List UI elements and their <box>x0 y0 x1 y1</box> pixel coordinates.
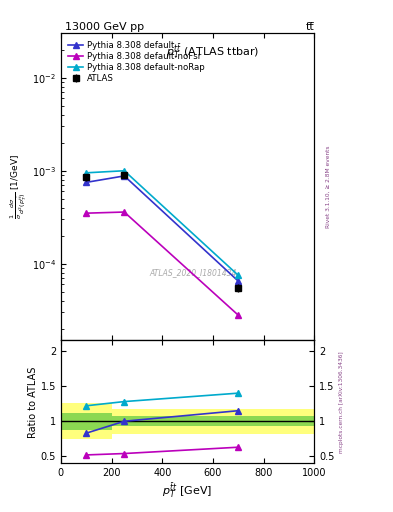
Y-axis label: Rivet 3.1.10, ≥ 2.8M events: Rivet 3.1.10, ≥ 2.8M events <box>326 145 331 228</box>
Pythia 8.308 default-noFsr <box>236 312 241 318</box>
Legend: Pythia 8.308 default, Pythia 8.308 default-noFsr, Pythia 8.308 default-noRap, AT: Pythia 8.308 default, Pythia 8.308 defau… <box>68 40 204 83</box>
Pythia 8.308 default-noFsr <box>122 209 127 215</box>
Y-axis label: $\frac{1}{\sigma}\frac{d\sigma}{d^{2}(p_T^{t\bar{t}})}$ [1/GeV]: $\frac{1}{\sigma}\frac{d\sigma}{d^{2}(p_… <box>9 154 29 220</box>
Pythia 8.308 default <box>84 179 89 185</box>
Pythia 8.308 default-noFsr <box>84 210 89 216</box>
Y-axis label: mcplots.cern.ch [arXiv:1306.3436]: mcplots.cern.ch [arXiv:1306.3436] <box>339 351 344 453</box>
Text: ATLAS_2020_I1801434: ATLAS_2020_I1801434 <box>149 268 237 278</box>
Pythia 8.308 default-noRap <box>84 170 89 176</box>
Text: 13000 GeV pp: 13000 GeV pp <box>65 22 144 32</box>
Pythia 8.308 default-noRap <box>122 167 127 174</box>
Y-axis label: Ratio to ATLAS: Ratio to ATLAS <box>28 366 38 438</box>
Line: Pythia 8.308 default-noRap: Pythia 8.308 default-noRap <box>83 167 242 279</box>
Text: tt̅: tt̅ <box>306 22 314 32</box>
Pythia 8.308 default <box>122 173 127 179</box>
Line: Pythia 8.308 default-noFsr: Pythia 8.308 default-noFsr <box>83 208 242 319</box>
Text: $p_T^{t\bar{t}}$ (ATLAS ttbar): $p_T^{t\bar{t}}$ (ATLAS ttbar) <box>166 42 260 61</box>
Pythia 8.308 default <box>236 278 241 284</box>
Pythia 8.308 default-noRap <box>236 272 241 279</box>
X-axis label: $p^{\bar{t}t}_T$ [GeV]: $p^{\bar{t}t}_T$ [GeV] <box>162 481 213 500</box>
Line: Pythia 8.308 default: Pythia 8.308 default <box>83 173 242 285</box>
